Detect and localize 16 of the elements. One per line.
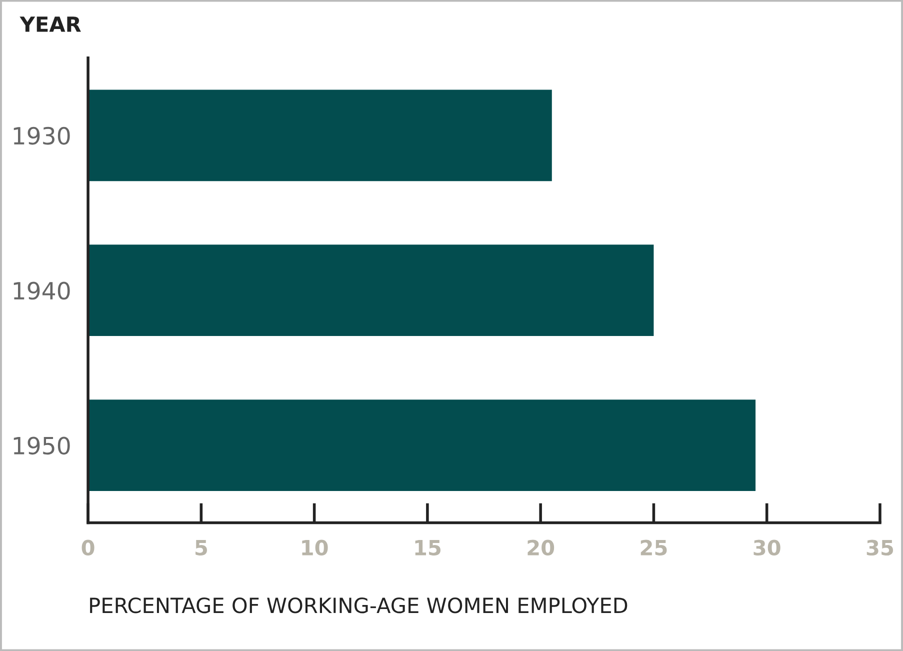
x-axis-title: PERCENTAGE OF WORKING-AGE WOMEN EMPLOYED <box>90 597 628 614</box>
x-tick-label: 5 <box>196 540 207 556</box>
x-tick-label: 15 <box>415 540 440 556</box>
x-tick-label: 25 <box>640 540 667 556</box>
y-tick-label: 1950 <box>14 436 70 455</box>
y-axis-title: YEAR <box>20 16 81 32</box>
x-tick-label: 10 <box>302 540 328 556</box>
x-tick-label: 35 <box>866 540 894 556</box>
y-tick-label: 1940 <box>14 282 70 300</box>
bar <box>88 400 756 491</box>
x-tick-label: 30 <box>754 540 780 556</box>
x-tick-label: 0 <box>82 540 94 556</box>
x-tick-label: 20 <box>528 540 554 556</box>
bar <box>88 90 552 182</box>
y-tick-label: 1930 <box>14 126 70 145</box>
bar <box>88 244 654 336</box>
